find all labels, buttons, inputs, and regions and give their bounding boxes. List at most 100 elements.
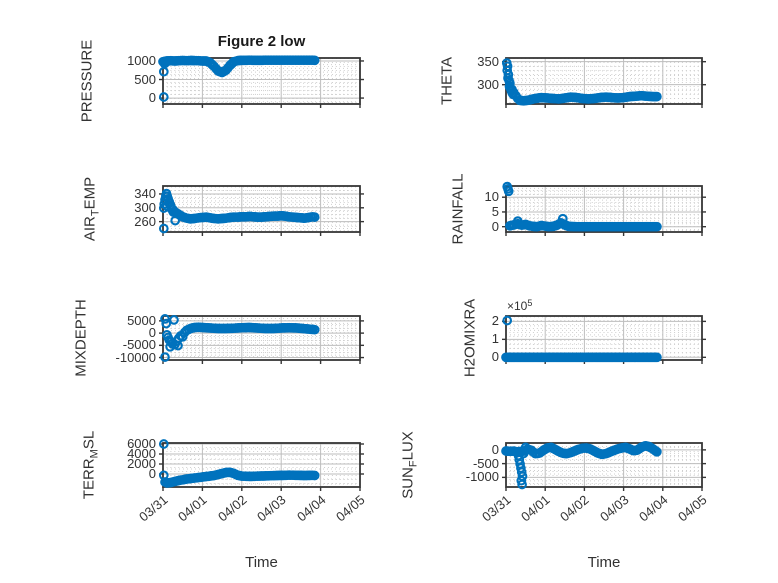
air-temp-ytick-340: 340 — [134, 185, 156, 201]
rainfall-ytick-5: 5 — [491, 203, 499, 219]
data-marker — [503, 69, 514, 80]
data-marker — [177, 331, 188, 342]
data-marker — [652, 446, 662, 457]
xtick-04/02: 04/02 — [557, 492, 593, 525]
theta-ytick-350: 350 — [477, 53, 499, 69]
data-marker — [508, 89, 518, 100]
mixdepth-major-grid — [162, 316, 361, 360]
terr-msl-plot-area — [158, 439, 364, 491]
sun-flux-ylabel-part: LUX — [399, 431, 417, 461]
mixdepth-ytick-5000: 5000 — [127, 312, 156, 328]
sun-flux-markers — [501, 440, 662, 490]
data-marker — [309, 55, 320, 66]
mixdepth-ytick-0: 0 — [148, 325, 156, 341]
air-temp-markers — [158, 188, 320, 234]
xlabel-time-right: Time — [587, 554, 621, 571]
sun-flux-axes-box — [502, 442, 706, 491]
xtick-03/31: 03/31 — [479, 492, 514, 525]
terr-msl-ytick-2000: 2000 — [127, 456, 156, 471]
xtick-04/03: 04/03 — [254, 492, 289, 525]
rainfall-plot-area — [502, 181, 706, 236]
xtick-04/04: 04/04 — [635, 492, 671, 525]
h2omixra-markers — [501, 315, 662, 363]
air-temp-ytick-300: 300 — [134, 199, 156, 215]
data-marker — [502, 315, 513, 326]
data-marker — [158, 439, 169, 449]
sun-flux-ytick--500: -500 — [472, 455, 499, 471]
data-marker — [170, 215, 181, 226]
xtick-04/03: 04/03 — [596, 492, 632, 525]
pressure-ytick-0: 0 — [148, 90, 156, 106]
xtick-04/05: 04/05 — [333, 492, 368, 525]
terr-msl-markers — [158, 439, 320, 488]
figure-title: Figure 2 low — [217, 33, 306, 50]
terr-msl-axes-box — [159, 442, 364, 491]
rainfall-markers — [502, 181, 662, 232]
theta-ytick-300: 300 — [477, 76, 499, 92]
air-temp-minor-grid — [163, 186, 360, 233]
h2omixra-ytick-1: 1 — [491, 331, 499, 347]
sun-flux-ylabel: SUNFLUX — [399, 431, 420, 499]
xtick-04/01: 04/01 — [175, 492, 211, 525]
pressure-minor-grid — [163, 58, 360, 104]
pressure-markers — [158, 55, 320, 102]
theta-major-grid — [505, 58, 703, 104]
xtick-04/01: 04/01 — [518, 492, 553, 525]
xlabel-time-left: Time — [245, 554, 278, 571]
xtick-03/31: 03/31 — [136, 492, 171, 525]
pressure-plot-area — [158, 55, 364, 108]
h2omixra-ytick-0: 0 — [491, 349, 499, 365]
air-temp-plot-area — [158, 185, 364, 236]
data-marker — [158, 470, 169, 481]
data-marker — [309, 324, 320, 335]
air-temp-ytick-260: 260 — [134, 213, 156, 229]
xtick-04/05: 04/05 — [675, 492, 710, 525]
data-marker — [168, 207, 179, 217]
data-marker — [161, 318, 172, 329]
data-marker — [512, 216, 523, 226]
terr-msl-ytick-0: 0 — [148, 466, 156, 481]
data-marker — [652, 352, 662, 363]
mixdepth-plot-area — [159, 314, 364, 364]
pressure-ytick-1000: 1000 — [127, 52, 156, 68]
sun-flux-ytick--1000: -1000 — [465, 469, 499, 485]
air-temp-major-grid — [162, 186, 361, 232]
data-marker — [652, 91, 662, 102]
data-marker — [160, 352, 170, 362]
rainfall-ytick-0: 0 — [491, 218, 499, 234]
h2omixra-exponent-part: ×10 — [507, 299, 528, 313]
sun-flux-plot-area — [501, 440, 706, 491]
mixdepth-minor-grid — [163, 315, 360, 361]
pressure-ytick-500: 500 — [134, 71, 156, 87]
mixdepth-ytick--10000: -10000 — [115, 349, 156, 365]
data-marker — [557, 213, 568, 224]
data-marker — [503, 186, 514, 197]
data-marker — [652, 221, 662, 232]
sun-flux-ylabel-part: F — [407, 460, 420, 468]
xtick-04/04: 04/04 — [293, 492, 329, 525]
data-marker — [520, 442, 531, 453]
theta-plot-area — [501, 57, 706, 108]
sun-flux-ylabel-part: SUN — [399, 467, 417, 499]
data-marker — [309, 470, 320, 481]
data-marker — [158, 92, 169, 102]
terr-msl-ytick-4000: 4000 — [127, 446, 156, 461]
mixdepth-ytick--5000: -5000 — [122, 337, 156, 353]
h2omixra-plot-area — [501, 315, 706, 364]
mixdepth-axes-box — [159, 315, 364, 364]
xtick-04/02: 04/02 — [214, 492, 250, 525]
sun-flux-ytick-0: 0 — [491, 441, 499, 457]
terr-msl-ytick-6000: 6000 — [127, 436, 156, 451]
mixdepth-markers — [160, 314, 320, 362]
rainfall-ytick-10: 10 — [484, 189, 499, 205]
data-marker — [173, 340, 183, 351]
h2omixra-exponent-part: 5 — [527, 298, 533, 308]
theta-markers — [501, 58, 662, 106]
rainfall-axes-box — [502, 185, 706, 236]
data-marker — [309, 212, 320, 222]
data-marker — [160, 57, 171, 68]
data-marker — [158, 223, 169, 234]
h2omixra-exponent-label: ×105 — [507, 298, 533, 313]
